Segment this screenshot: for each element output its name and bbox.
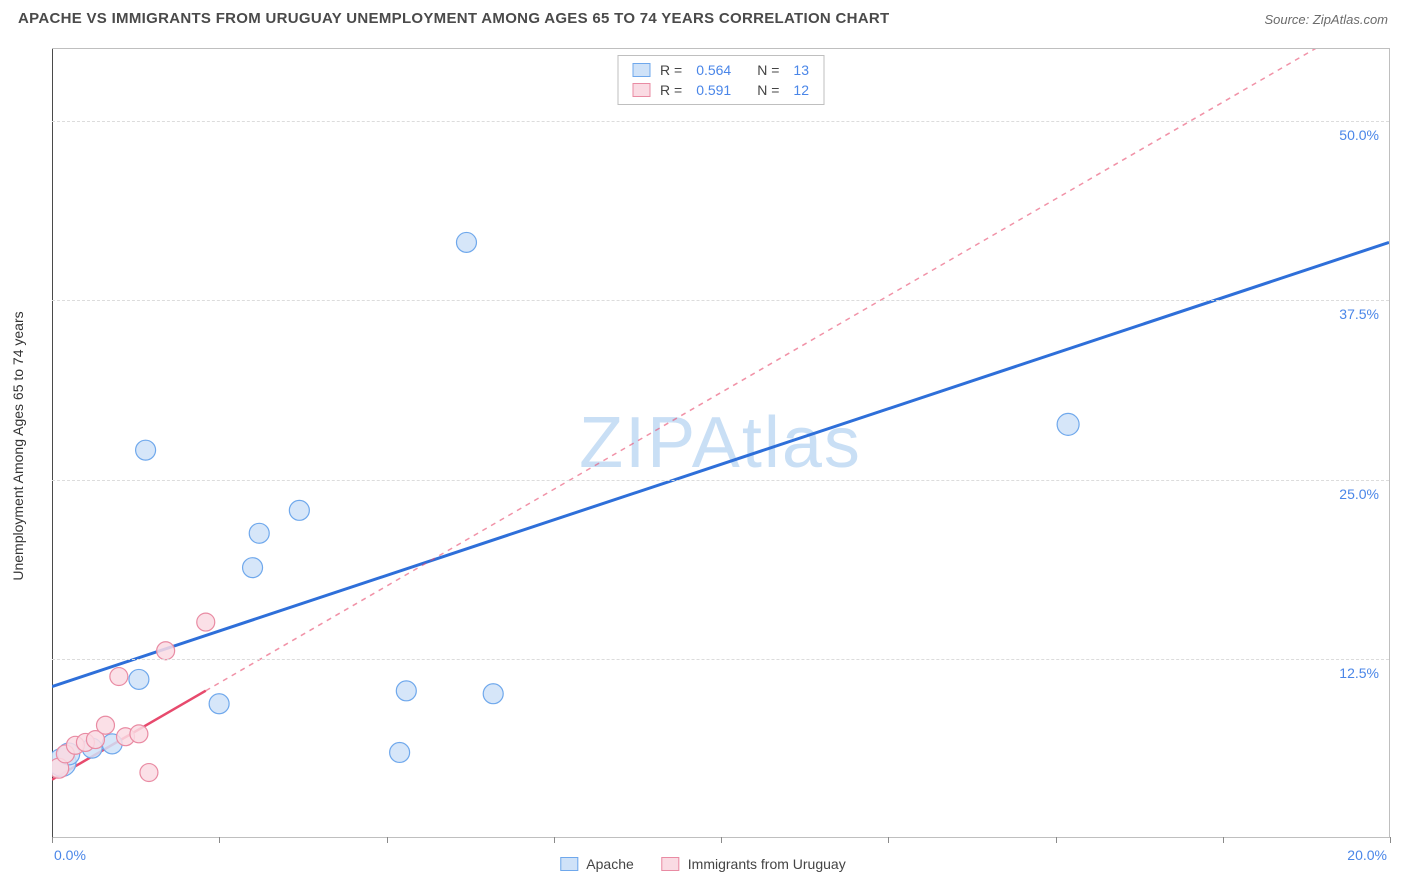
legend-swatch bbox=[632, 63, 650, 77]
legend-r-value: 0.591 bbox=[696, 82, 731, 98]
data-point bbox=[58, 743, 80, 765]
chart-title: APACHE VS IMMIGRANTS FROM URUGUAY UNEMPL… bbox=[18, 10, 890, 27]
legend-r-label: R = bbox=[660, 62, 682, 78]
data-point bbox=[52, 758, 69, 778]
legend-series: Apache Immigrants from Uruguay bbox=[560, 844, 845, 884]
data-point bbox=[86, 731, 104, 749]
data-point bbox=[157, 642, 175, 660]
grid-line bbox=[52, 300, 1389, 301]
data-point bbox=[249, 523, 269, 543]
legend-n-label: N = bbox=[757, 62, 779, 78]
legend-swatch bbox=[662, 857, 680, 871]
legend-item: Apache bbox=[560, 856, 633, 872]
data-point bbox=[52, 749, 76, 777]
x-tick-label: 20.0% bbox=[1347, 847, 1387, 863]
data-point bbox=[96, 716, 114, 734]
data-point bbox=[197, 613, 215, 631]
data-point bbox=[66, 736, 84, 754]
regression-line-dashed bbox=[206, 49, 1389, 691]
legend-r-label: R = bbox=[660, 82, 682, 98]
x-tick bbox=[1390, 837, 1391, 843]
x-tick bbox=[721, 837, 722, 843]
watermark: ZIPAtlas bbox=[579, 402, 862, 484]
data-point bbox=[140, 764, 158, 782]
legend-label: Immigrants from Uruguay bbox=[688, 856, 846, 872]
y-axis-label: Unemployment Among Ages 65 to 74 years bbox=[10, 246, 26, 646]
x-tick bbox=[219, 837, 220, 843]
regression-line-solid bbox=[52, 691, 206, 780]
legend-swatch bbox=[632, 83, 650, 97]
data-point bbox=[243, 558, 263, 578]
legend-n-value: 13 bbox=[793, 62, 809, 78]
data-point bbox=[117, 728, 135, 746]
x-tick bbox=[387, 837, 388, 843]
data-point bbox=[102, 734, 122, 754]
legend-r-value: 0.564 bbox=[696, 62, 731, 78]
x-tick-label: 0.0% bbox=[54, 847, 86, 863]
chart-svg bbox=[52, 49, 1389, 837]
data-point bbox=[130, 725, 148, 743]
x-tick bbox=[1223, 837, 1224, 843]
grid-line bbox=[52, 121, 1389, 122]
legend-swatch bbox=[560, 857, 578, 871]
data-point bbox=[390, 742, 410, 762]
x-tick bbox=[888, 837, 889, 843]
data-point bbox=[110, 668, 128, 686]
data-point bbox=[289, 500, 309, 520]
legend-row: R = 0.591 N = 12 bbox=[618, 80, 823, 100]
data-point bbox=[76, 733, 94, 751]
y-tick-label: 12.5% bbox=[1339, 665, 1379, 681]
chart-source: Source: ZipAtlas.com bbox=[1264, 12, 1388, 27]
legend-row: R = 0.564 N = 13 bbox=[618, 60, 823, 80]
chart-header: APACHE VS IMMIGRANTS FROM URUGUAY UNEMPL… bbox=[0, 0, 1406, 40]
x-tick bbox=[1056, 837, 1057, 843]
legend-label: Apache bbox=[586, 856, 633, 872]
data-point bbox=[82, 738, 102, 758]
legend-item: Immigrants from Uruguay bbox=[662, 856, 846, 872]
data-point bbox=[456, 232, 476, 252]
data-point bbox=[129, 669, 149, 689]
legend-correlation: R = 0.564 N = 13 R = 0.591 N = 12 bbox=[617, 55, 824, 105]
y-axis-line bbox=[52, 49, 53, 837]
data-point bbox=[136, 440, 156, 460]
legend-n-label: N = bbox=[757, 82, 779, 98]
y-tick-label: 25.0% bbox=[1339, 486, 1379, 502]
regression-line-solid bbox=[52, 242, 1389, 686]
data-point bbox=[396, 681, 416, 701]
y-tick-label: 50.0% bbox=[1339, 127, 1379, 143]
data-point bbox=[56, 745, 74, 763]
legend-n-value: 12 bbox=[793, 82, 809, 98]
x-tick bbox=[554, 837, 555, 843]
grid-line bbox=[52, 659, 1389, 660]
grid-line bbox=[52, 480, 1389, 481]
data-point bbox=[483, 684, 503, 704]
y-tick-label: 37.5% bbox=[1339, 306, 1379, 322]
x-tick bbox=[52, 837, 53, 843]
data-point bbox=[1057, 413, 1079, 435]
data-point bbox=[209, 694, 229, 714]
plot-area: ZIPAtlas R =0.564N =13R =0.591N =12 0.0%… bbox=[52, 48, 1390, 838]
